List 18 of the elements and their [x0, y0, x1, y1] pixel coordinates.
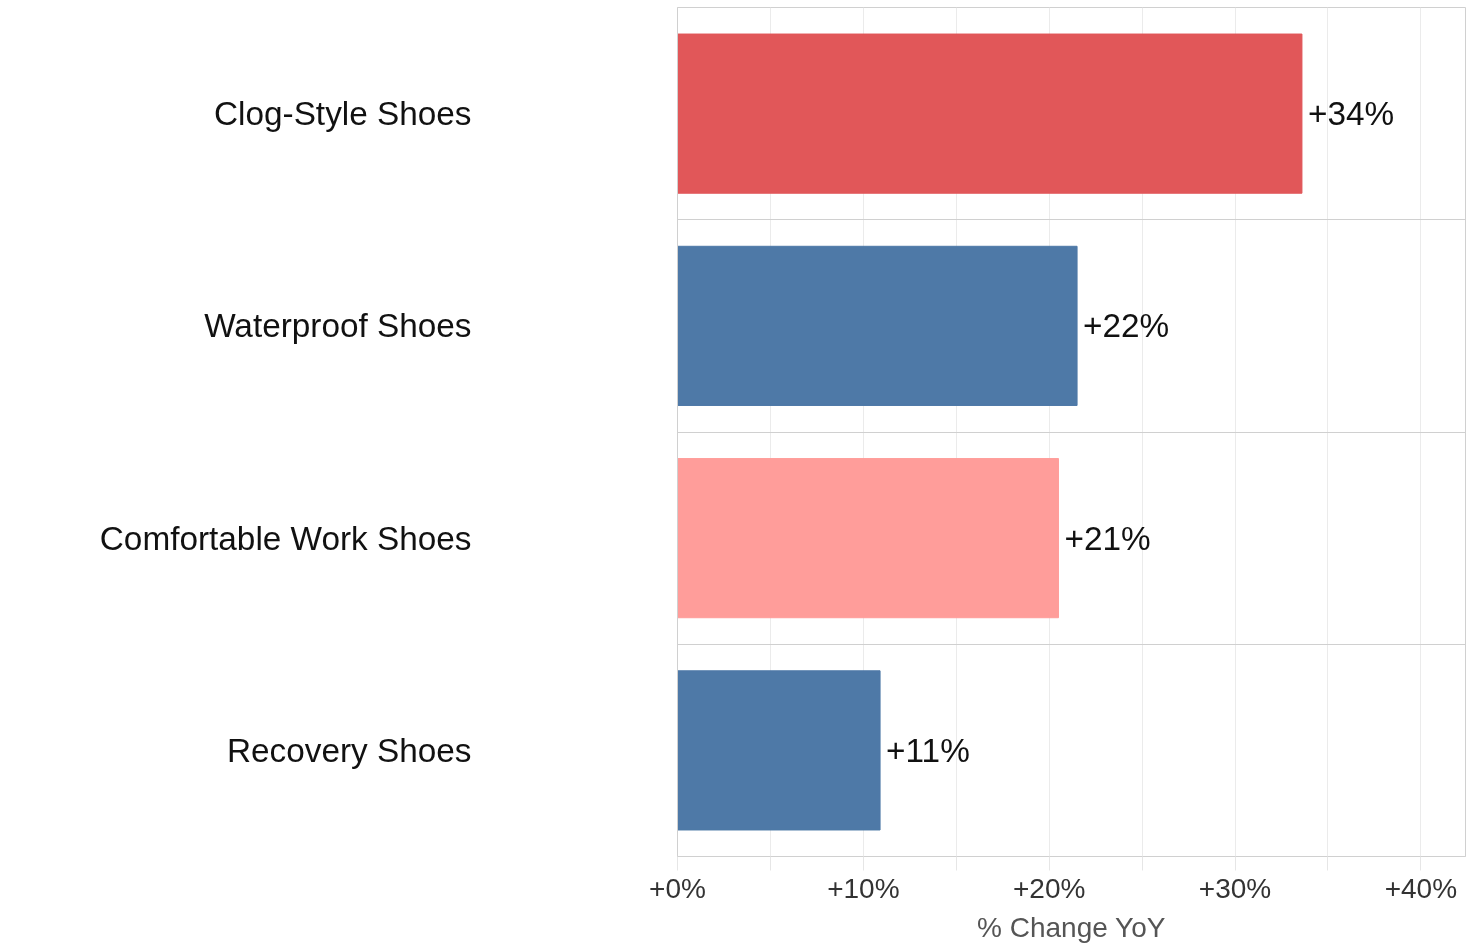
data-label: +22%	[1083, 307, 1170, 345]
y-tick-label: Waterproof Shoes	[204, 307, 472, 345]
x-tick-label: +20%	[1013, 872, 1086, 904]
x-tick-label: +0%	[649, 872, 706, 904]
data-label: +11%	[886, 731, 970, 769]
data-label: +21%	[1064, 519, 1151, 557]
x-axis-title: % Change YoY	[977, 911, 1166, 943]
y-tick-label: Recovery Shoes	[226, 731, 472, 769]
x-tick-label: +30%	[1198, 872, 1272, 904]
bar	[677, 33, 1303, 194]
bar	[677, 245, 1078, 406]
x-tick-label: +40%	[1384, 872, 1458, 904]
data-label: +34%	[1307, 95, 1395, 133]
bar	[677, 458, 1059, 619]
bar	[677, 670, 881, 831]
y-tick-label: Comfortable Work Shoes	[99, 519, 472, 557]
x-tick-label: +10%	[827, 872, 900, 904]
y-tick-label: Clog-Style Shoes	[214, 95, 472, 133]
